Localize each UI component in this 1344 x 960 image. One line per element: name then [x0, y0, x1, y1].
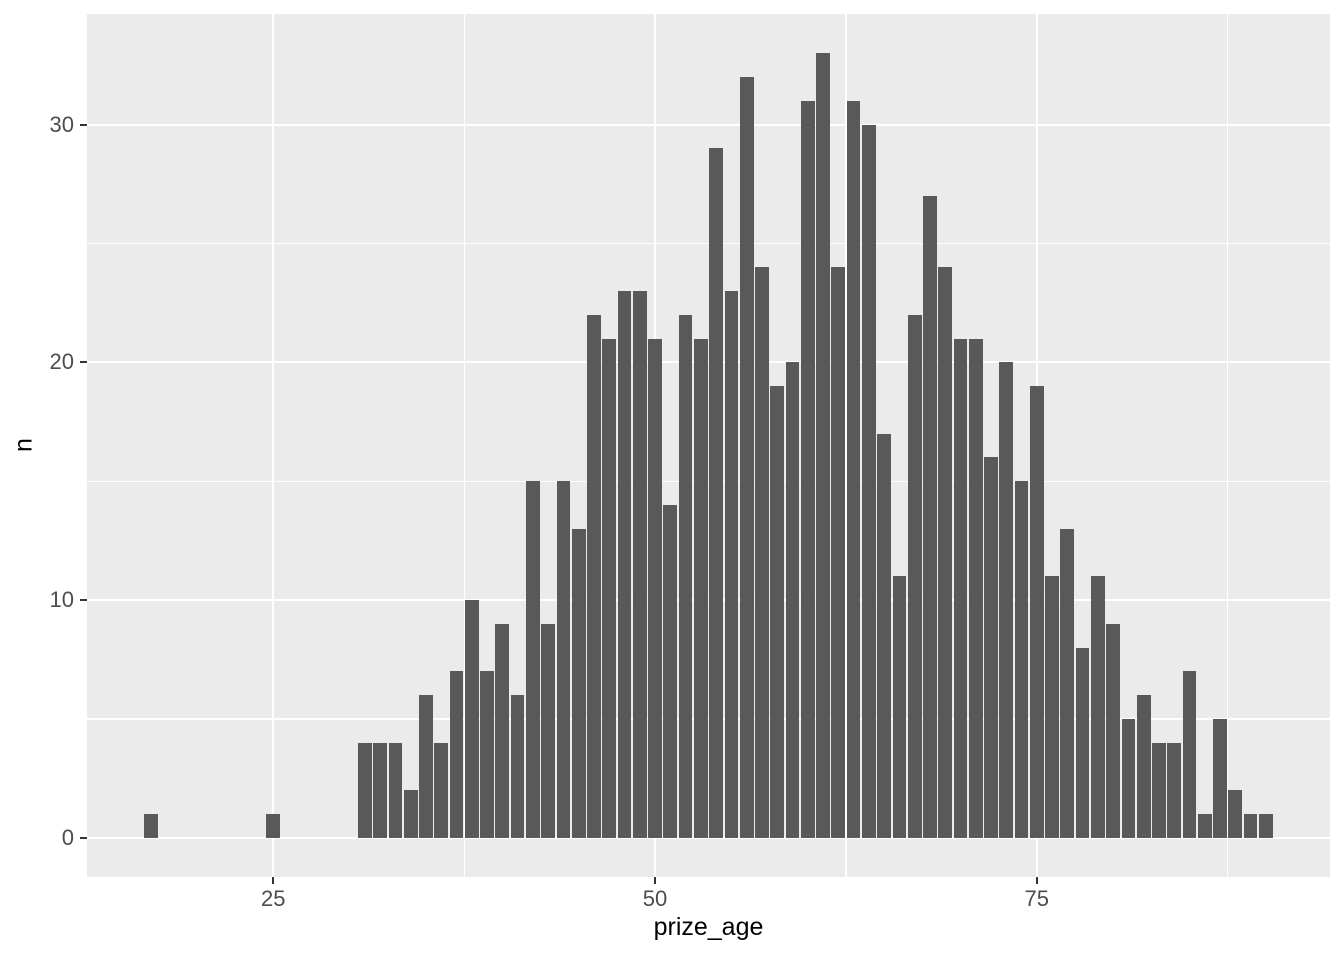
histogram-bar — [693, 338, 708, 838]
y-gridline-major — [87, 599, 1330, 602]
y-tick-mark — [80, 123, 87, 126]
x-tick-label: 25 — [261, 886, 286, 911]
histogram-bar — [632, 290, 647, 838]
histogram-bar — [999, 362, 1014, 838]
y-gridline-major — [87, 361, 1330, 364]
histogram-bar — [541, 623, 556, 838]
histogram-bar — [770, 386, 785, 838]
histogram-bar — [419, 695, 433, 838]
x-gridline-minor — [463, 14, 465, 877]
histogram-bar — [816, 53, 830, 838]
histogram-bar — [739, 77, 754, 838]
histogram-bar — [755, 267, 769, 838]
histogram-bar — [510, 695, 525, 838]
x-gridline-minor — [845, 14, 847, 877]
x-tick-mark — [1035, 877, 1038, 884]
x-tick-label: 75 — [1024, 886, 1050, 911]
histogram-bar — [861, 124, 876, 838]
histogram-bar — [892, 576, 907, 838]
y-tick-mark — [80, 361, 87, 364]
histogram-bar — [1243, 813, 1258, 838]
histogram-bar — [449, 671, 464, 838]
histogram-bar — [923, 195, 937, 838]
histogram-bar — [1029, 386, 1044, 838]
y-gridline-minor — [87, 718, 1330, 720]
histogram-bar — [1197, 813, 1212, 838]
histogram-bar — [617, 290, 632, 838]
histogram-bar — [1228, 790, 1243, 838]
histogram-bar — [846, 100, 861, 838]
histogram-bar — [938, 267, 953, 838]
histogram-bar — [709, 148, 723, 838]
histogram-bar — [1213, 718, 1227, 838]
histogram-bar — [1167, 742, 1182, 838]
histogram-bar — [1152, 742, 1166, 838]
histogram-bar — [556, 481, 571, 838]
histogram-bar — [663, 504, 678, 838]
x-tick-label: 50 — [642, 886, 668, 911]
histogram-bar — [984, 457, 998, 838]
histogram-bar — [785, 362, 800, 838]
y-tick-label: 20 — [49, 349, 74, 375]
y-axis-title: n — [9, 438, 38, 452]
histogram-bar — [953, 338, 968, 838]
histogram-bar — [434, 742, 449, 838]
histogram-bar — [968, 338, 983, 838]
plot-panel — [87, 14, 1330, 877]
histogram-bar — [1136, 695, 1151, 838]
histogram-bar — [464, 600, 479, 838]
histogram-bar — [907, 314, 922, 838]
y-tick-label: 10 — [49, 587, 74, 613]
x-axis-title: prize_age — [653, 913, 764, 941]
histogram-bar — [1121, 718, 1136, 838]
y-tick-label: 0 — [61, 824, 74, 850]
histogram-bar — [144, 813, 158, 838]
histogram-bar — [648, 338, 662, 838]
histogram-bar — [1075, 647, 1090, 838]
histogram-bar — [403, 790, 418, 838]
histogram-bar — [831, 267, 846, 838]
histogram-bar — [1060, 528, 1075, 838]
x-gridline-minor — [1227, 14, 1229, 877]
y-tick-label: 30 — [49, 111, 74, 137]
y-gridline-major — [87, 123, 1330, 126]
y-tick-mark — [80, 599, 87, 602]
histogram-bar — [1258, 813, 1273, 838]
histogram-bar — [587, 314, 601, 838]
histogram-bar — [800, 100, 815, 838]
histogram-bar — [1182, 671, 1197, 838]
histogram-bar — [388, 742, 403, 838]
histogram-bar — [266, 813, 281, 838]
histogram-bar — [495, 623, 510, 838]
x-gridline-major — [272, 14, 275, 877]
histogram-bar — [373, 742, 388, 838]
histogram-bar — [358, 742, 372, 838]
histogram-bar — [1014, 481, 1029, 838]
y-gridline-minor — [87, 480, 1330, 482]
x-tick-mark — [654, 877, 657, 884]
y-gridline-minor — [87, 242, 1330, 245]
histogram-bar — [571, 528, 586, 838]
histogram-bar — [1106, 623, 1121, 838]
histogram-bar — [724, 290, 739, 838]
histogram-bar — [526, 481, 540, 838]
histogram-bar — [678, 314, 693, 838]
histogram-bar — [1045, 576, 1059, 838]
histogram-bar — [1091, 576, 1105, 838]
x-tick-mark — [272, 877, 275, 884]
y-tick-mark — [80, 836, 87, 839]
histogram-bar — [480, 671, 494, 838]
y-gridline-major — [87, 836, 1330, 839]
histogram-bar — [877, 433, 891, 838]
histogram-bar — [602, 338, 617, 838]
